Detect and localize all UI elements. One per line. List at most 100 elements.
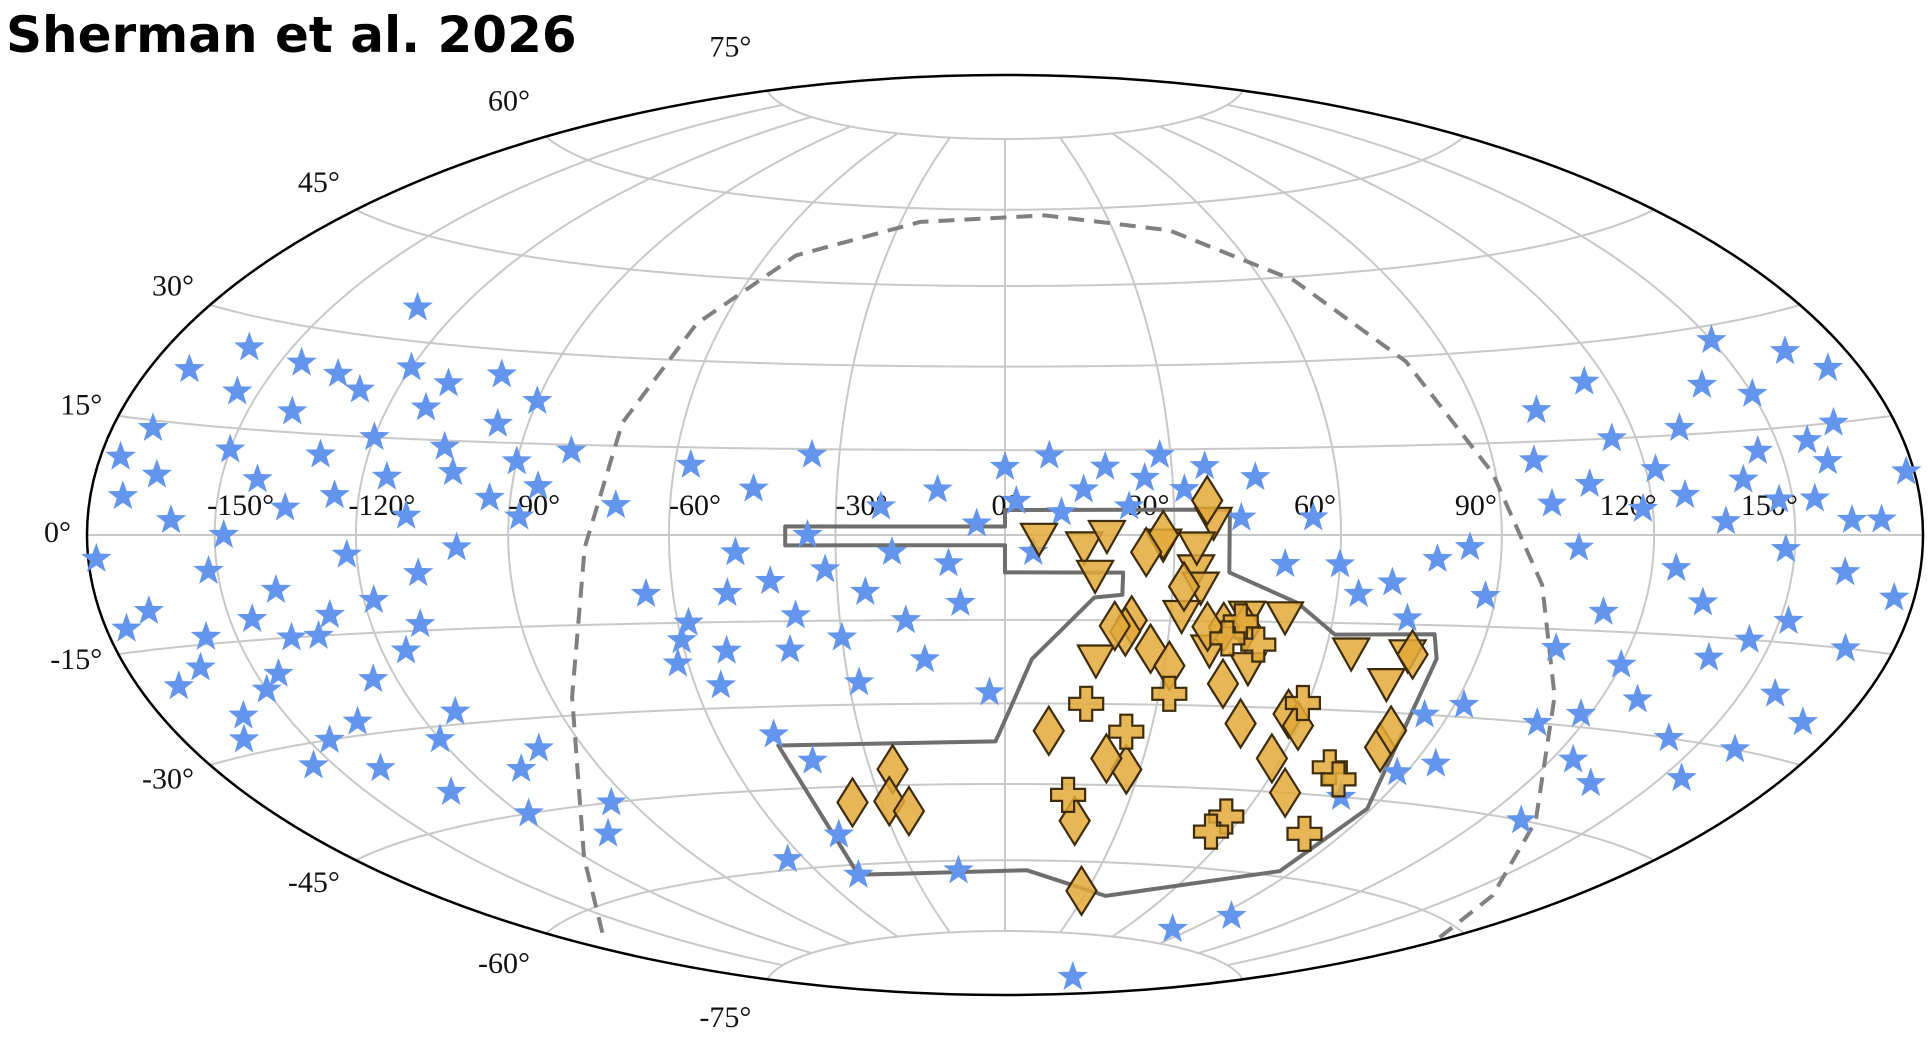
star-marker xyxy=(1057,961,1089,990)
star-marker xyxy=(1034,439,1065,469)
star-marker xyxy=(1381,756,1413,786)
star-marker xyxy=(402,557,434,587)
star-marker xyxy=(1169,473,1200,503)
star-marker xyxy=(298,749,329,779)
diamond-marker xyxy=(1396,628,1429,681)
diamond-marker xyxy=(1190,474,1224,527)
star-marker xyxy=(190,620,222,650)
star-marker xyxy=(865,490,897,520)
grid-line xyxy=(507,125,851,945)
star-marker xyxy=(1565,698,1597,727)
star-marker xyxy=(402,291,433,321)
star-marker xyxy=(1769,335,1801,365)
plus-marker xyxy=(1209,620,1246,657)
star-marker xyxy=(1728,463,1759,493)
grid-line xyxy=(1198,115,1656,955)
triangle_down-marker xyxy=(1064,531,1105,567)
diamond-marker xyxy=(1129,526,1163,579)
star-marker xyxy=(933,547,964,577)
star-marker xyxy=(823,818,855,848)
star-marker xyxy=(505,753,537,783)
y-tick-label: -75° xyxy=(699,1001,751,1034)
star-marker xyxy=(358,584,390,614)
star-marker xyxy=(437,456,469,486)
star-marker xyxy=(1409,698,1440,728)
star-marker xyxy=(269,491,301,521)
outlines xyxy=(570,213,1557,942)
star-marker xyxy=(474,481,505,511)
star-marker xyxy=(331,538,363,568)
star-marker xyxy=(1557,743,1589,773)
y-tick-label: -30° xyxy=(142,762,194,795)
triangle_down-marker xyxy=(1265,601,1305,637)
star-marker xyxy=(523,732,555,762)
diamond-marker xyxy=(892,785,926,838)
star-marker xyxy=(228,699,259,729)
star-marker xyxy=(242,463,273,493)
star-marker xyxy=(1791,424,1823,454)
star-marker xyxy=(1666,762,1697,792)
star-marker xyxy=(319,479,350,509)
star-marker xyxy=(1505,804,1537,834)
star-marker xyxy=(1018,536,1049,565)
star-marker xyxy=(1890,455,1922,485)
star-marker xyxy=(424,723,456,753)
star-marker xyxy=(433,367,464,397)
star-marker xyxy=(482,407,514,437)
star-marker xyxy=(163,670,195,700)
star-marker xyxy=(712,577,743,607)
triangle_down-marker xyxy=(1076,644,1116,680)
star-marker xyxy=(1563,531,1595,561)
star-marker xyxy=(137,412,169,442)
star-marker xyxy=(1664,412,1695,442)
star-marker xyxy=(141,458,173,488)
star-marker xyxy=(1068,473,1099,503)
star-marker xyxy=(486,358,518,388)
star-marker xyxy=(1627,492,1659,522)
plus-marker xyxy=(1286,815,1323,852)
star-marker xyxy=(1240,461,1271,491)
star-marker xyxy=(105,440,136,470)
triangle_down-marker xyxy=(1366,667,1407,704)
star-marker xyxy=(228,723,260,753)
star-marker xyxy=(277,395,308,425)
star-marker xyxy=(305,438,336,468)
triangle_down-marker xyxy=(1019,522,1059,559)
star-marker xyxy=(286,346,317,376)
star-marker xyxy=(359,421,390,451)
diamond-marker xyxy=(1206,657,1240,710)
star-marker xyxy=(600,489,632,519)
star-marker xyxy=(1392,602,1423,632)
star-marker xyxy=(107,480,139,510)
plus-marker xyxy=(1108,713,1145,750)
star-marker xyxy=(945,587,976,616)
star-marker xyxy=(234,331,265,361)
y-tick-label: 15° xyxy=(60,389,102,422)
star-marker xyxy=(711,634,742,664)
plus-marker xyxy=(1222,603,1259,640)
star-marker xyxy=(1343,578,1374,607)
footprint-outline xyxy=(776,507,1439,898)
grid-line xyxy=(1226,103,1797,967)
diamond-marker xyxy=(836,776,869,829)
star-marker xyxy=(890,604,922,634)
diamond-marker xyxy=(1374,704,1408,757)
diamond-marker xyxy=(1090,732,1123,785)
star-marker xyxy=(314,723,345,753)
star-marker xyxy=(850,576,881,605)
star-marker xyxy=(185,651,216,681)
star-marker xyxy=(1640,453,1671,483)
star-marker xyxy=(1687,586,1719,616)
star-marker xyxy=(501,445,533,475)
star-marker xyxy=(303,619,334,649)
grid xyxy=(87,90,1923,980)
star-marker xyxy=(522,385,553,415)
star-marker xyxy=(630,578,662,607)
star-marker xyxy=(1653,722,1685,752)
star-marker xyxy=(1836,504,1868,533)
star-marker xyxy=(1298,501,1329,531)
plus-marker xyxy=(1151,675,1188,712)
star-marker xyxy=(314,599,346,628)
star-marker xyxy=(1710,505,1742,535)
star-marker xyxy=(208,519,239,548)
